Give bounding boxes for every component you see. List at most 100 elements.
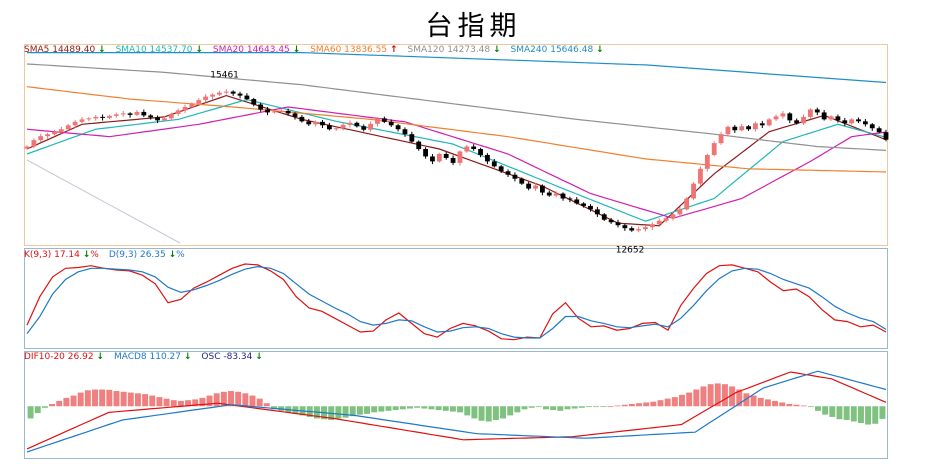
osc-bar (56, 400, 63, 407)
sma60-line (26, 86, 887, 173)
osc-bar (449, 406, 456, 412)
osc-bar (571, 406, 578, 409)
osc-bar (156, 397, 163, 407)
price-annotation: 12652 (616, 246, 645, 256)
candle-body (278, 110, 284, 112)
osc-bar (457, 406, 464, 413)
osc-bar (49, 403, 56, 407)
candle-body (189, 103, 195, 107)
osc-bar (779, 402, 786, 407)
sma20-line (26, 106, 887, 219)
osc-bar (77, 392, 84, 407)
candle-body (876, 128, 882, 133)
osc-bar (127, 392, 134, 407)
candle-body (622, 225, 628, 229)
legend-entry: SMA120 14273.48 ↓ (407, 45, 501, 55)
candle-body (842, 120, 848, 124)
osc-bar (428, 406, 435, 410)
osc-bar (829, 406, 836, 417)
osc-bar (679, 394, 685, 407)
osc-bar (657, 400, 664, 407)
candle-body (567, 198, 573, 200)
candle-body (244, 95, 250, 100)
osc-bar (714, 383, 721, 407)
candle-body (306, 121, 312, 125)
dif-line (26, 371, 887, 450)
legend-entry: K(9,3) 17.14 ↓% (24, 250, 99, 260)
candle-body (670, 214, 676, 219)
osc-bar (163, 398, 170, 407)
candle-body (608, 219, 614, 223)
osc-bar (356, 406, 363, 415)
candle-body (457, 151, 463, 163)
osc-bar (399, 406, 406, 410)
candle-body (883, 132, 889, 140)
candle-body (313, 121, 319, 125)
candle-body (505, 171, 511, 175)
osc-bar (364, 406, 370, 414)
osc-bar (392, 406, 399, 411)
osc-bar (335, 406, 342, 419)
osc-bar (92, 389, 98, 407)
candle-body (574, 199, 580, 204)
candle-body (271, 111, 277, 113)
candle-body (643, 227, 648, 230)
candle-body (127, 113, 133, 115)
candle-body (498, 166, 504, 172)
osc-bar (600, 406, 607, 408)
osc-bar (764, 399, 771, 407)
candle-body (285, 110, 291, 114)
kd-legend: K(9,3) 17.14 ↓% D(9,3) 26.35 ↓% (24, 250, 195, 260)
osc-bar (263, 403, 270, 407)
osc-bar (235, 391, 242, 407)
candle-body (869, 124, 875, 129)
candle-body (801, 116, 806, 124)
candle-body (52, 131, 57, 135)
osc-bar (192, 399, 199, 407)
candle-body (354, 122, 360, 127)
osc-bar (643, 402, 650, 407)
osc-bar (693, 389, 700, 407)
candle-body (835, 116, 841, 121)
candle-body (162, 118, 167, 121)
osc-bar (27, 406, 34, 419)
candle-body (540, 185, 545, 193)
osc-bar (543, 406, 549, 410)
osc-bar (822, 406, 829, 415)
candle-body (684, 198, 690, 210)
candle-body (409, 134, 415, 142)
candle-body (107, 115, 112, 118)
osc-bar (550, 406, 557, 411)
osc-bar (507, 406, 514, 416)
osc-bar (220, 391, 227, 407)
candle-body (100, 116, 105, 118)
candle-body (347, 122, 353, 125)
osc-bar (872, 406, 879, 424)
osc-bar (464, 406, 471, 416)
candle-body (45, 134, 51, 137)
candle-body (725, 126, 731, 135)
macd-line (26, 370, 887, 453)
legend-entry: D(9,3) 26.35 ↓% (108, 250, 185, 260)
candle-body (478, 149, 483, 155)
osc-bar (772, 400, 779, 407)
osc-bar (177, 400, 184, 407)
osc-bar (492, 406, 499, 420)
legend-entry: MACD8 110.27 ↓ (113, 352, 192, 362)
candle-body (58, 129, 64, 132)
osc-bar (142, 394, 149, 407)
osc-bar (70, 395, 77, 407)
osc-bar (242, 393, 249, 407)
legend-entry: SMA10 14537.70 ↓ (115, 45, 203, 55)
candle-body (237, 93, 243, 96)
candle-body (677, 209, 683, 215)
candle-body (168, 113, 174, 119)
osc-bar (743, 393, 750, 407)
osc-bar (843, 406, 850, 420)
candle-body (691, 183, 696, 199)
candle-body (588, 205, 593, 210)
candle-body (615, 222, 621, 226)
legend-entry: OSC -83.34 ↓ (201, 352, 263, 362)
osc-bar (442, 406, 449, 411)
